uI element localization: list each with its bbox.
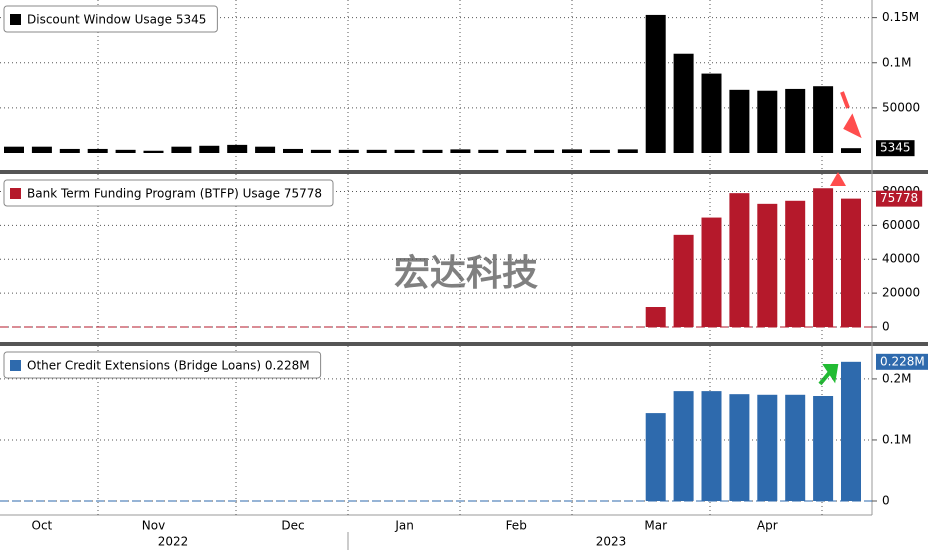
bar: [115, 149, 136, 153]
bar: [813, 188, 834, 327]
bar: [785, 88, 806, 153]
last-value-label: 0.228M: [880, 354, 925, 368]
bar: [87, 148, 108, 153]
bar: [701, 217, 722, 327]
watermark: 宏达科技: [394, 253, 538, 294]
bar: [645, 413, 666, 501]
y-tick-label: 50000: [882, 100, 920, 114]
x-tick-label: Mar: [644, 519, 667, 533]
bar: [478, 149, 499, 153]
bar: [310, 149, 331, 153]
bar: [199, 145, 220, 153]
bar: [757, 203, 778, 327]
x-tick-label: Feb: [506, 519, 527, 533]
legend-swatch: [10, 14, 21, 25]
y-tick-label: 0: [882, 320, 890, 334]
y-tick-label: 20000: [882, 286, 920, 300]
bar: [227, 144, 248, 153]
legend-box: [3, 179, 334, 207]
y-tick-label: 40000: [882, 252, 920, 266]
y-tick-label: 0: [882, 494, 890, 508]
x-tick-label: Oct: [32, 519, 53, 533]
last-value-box: [876, 353, 928, 370]
bar: [673, 53, 694, 154]
bar: [813, 86, 834, 153]
last-value-label: 5345: [880, 141, 911, 155]
bar: [673, 234, 694, 327]
bar: [171, 146, 192, 153]
legend-swatch: [10, 360, 21, 371]
bar: [283, 148, 303, 153]
last-value-box: [876, 190, 923, 207]
y-tick-label: 0.1M: [882, 432, 911, 446]
bar: [841, 148, 861, 153]
x-group-label: 2022: [158, 535, 189, 549]
bar: [841, 198, 861, 327]
y-tick-label: 0.15M: [882, 10, 919, 24]
bar: [589, 149, 610, 153]
bar: [701, 391, 722, 501]
last-value-box: [876, 140, 915, 157]
annotation-arrow: [830, 172, 846, 186]
bar: [729, 193, 750, 327]
bar: [645, 14, 666, 153]
legend-label: Other Credit Extensions (Bridge Loans) 0…: [27, 359, 310, 373]
legend-label: Bank Term Funding Program (BTFP) Usage 7…: [27, 187, 322, 201]
bar: [785, 200, 806, 327]
bar: [59, 148, 80, 153]
legend-box: [3, 351, 322, 379]
legend-swatch: [10, 188, 21, 199]
panel-separator: [0, 342, 928, 346]
bar: [729, 89, 750, 153]
x-tick-label: Apr: [757, 519, 778, 533]
y-tick-label: 0.2M: [882, 371, 911, 385]
bar: [450, 149, 471, 153]
y-tick-label: 0.1M: [882, 55, 911, 69]
bar: [701, 73, 722, 153]
legend-label: Discount Window Usage 5345: [27, 13, 206, 27]
annotation-arrow: [840, 91, 862, 139]
y-tick-label: 60000: [882, 218, 920, 232]
bar: [617, 149, 638, 153]
panel-separator: [0, 170, 928, 174]
bar: [506, 149, 527, 153]
bar: [729, 394, 750, 501]
bar: [673, 391, 694, 501]
bar: [534, 149, 555, 153]
bar: [757, 90, 778, 153]
x-tick-label: Nov: [142, 519, 165, 533]
x-tick-label: Jan: [394, 519, 414, 533]
bar: [338, 149, 359, 153]
bar: [757, 394, 778, 501]
bar: [255, 146, 276, 153]
legend-box: [3, 5, 218, 33]
bar: [422, 149, 443, 153]
bar: [813, 396, 834, 501]
x-tick-label: Dec: [281, 519, 304, 533]
bar: [366, 149, 387, 153]
bar: [394, 149, 415, 153]
bar: [785, 394, 806, 501]
bar: [841, 361, 861, 501]
bar: [143, 150, 164, 153]
bar: [645, 307, 666, 327]
bar: [562, 149, 582, 153]
last-value-label: 75778: [880, 191, 918, 205]
bar: [31, 146, 52, 153]
x-group-label: 2023: [596, 535, 627, 549]
bar: [4, 146, 24, 153]
